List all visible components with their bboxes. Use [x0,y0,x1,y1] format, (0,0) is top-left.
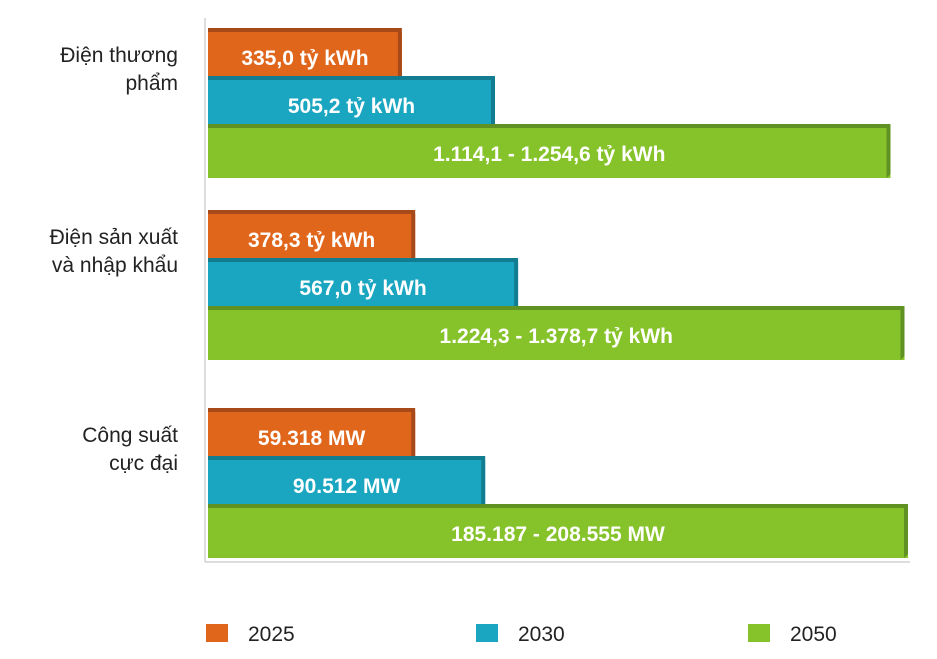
bar-value-label: 90.512 MW [293,475,401,498]
bar-2025 [208,214,416,264]
bar-top-face [208,124,891,129]
bar-2030 [208,460,486,510]
bar-2050 [208,128,891,178]
bar-value-label: 1.114,1 - 1.254,6 tỷ kWh [433,143,665,166]
legend-label-2050: 2050 [790,623,837,646]
category-label: Điện sản xuất và nhập khẩu [50,226,179,277]
bar-side-face [900,306,905,360]
bar-2025 [208,32,402,82]
bar-value-label: 567,0 tỷ kWh [299,277,426,300]
category-label: Điện thương phẩm [60,44,178,95]
category-labels: Điện thương phẩm Điện sản xuất và nhập khẩu… [50,44,179,475]
bar-top-face [208,306,905,311]
category-label: Công suất cực đại [82,424,178,475]
bar-2030 [208,80,495,130]
bar-2030 [208,262,519,312]
bar-side-face [397,28,402,82]
bar-side-face [904,504,908,558]
bar-side-face [411,210,416,264]
bar-top-face [208,258,519,263]
bar-side-face [514,258,519,312]
bar-value-label: 335,0 tỷ kWh [241,47,368,70]
bar-side-face [481,456,486,510]
bar-top-face [208,408,416,413]
legend-label-2025: 2025 [248,623,295,646]
bar-side-face [411,408,416,462]
bar-top-face [208,28,402,33]
bar-top-face [208,456,486,461]
bar-2050 [208,310,905,360]
bar-2025 [208,412,416,462]
bars-group: 335,0 tỷ kWh 505,2 tỷ kWh 1.114,1 - 1.254,… [208,28,908,558]
bar-2050 [208,508,908,558]
bar-value-label: 185.187 - 208.555 MW [451,523,665,546]
bar-top-face [208,76,495,81]
bar-value-label: 1.224,3 - 1.378,7 tỷ kWh [440,325,673,348]
bar-value-label: 59.318 MW [258,427,366,450]
bar-top-face [208,210,416,215]
bar-value-label: 378,3 tỷ kWh [248,229,375,252]
bar-value-label: 505,2 tỷ kWh [288,95,415,118]
legend-label-2030: 2030 [518,623,565,646]
legend-swatch-2030 [476,624,498,642]
legend: 2025 2030 2050 [206,623,837,646]
legend-swatch-2025 [206,624,228,642]
bar-top-face [208,504,908,509]
legend-swatch-2050 [748,624,770,642]
bar-side-face [886,124,891,178]
bar-side-face [491,76,495,130]
